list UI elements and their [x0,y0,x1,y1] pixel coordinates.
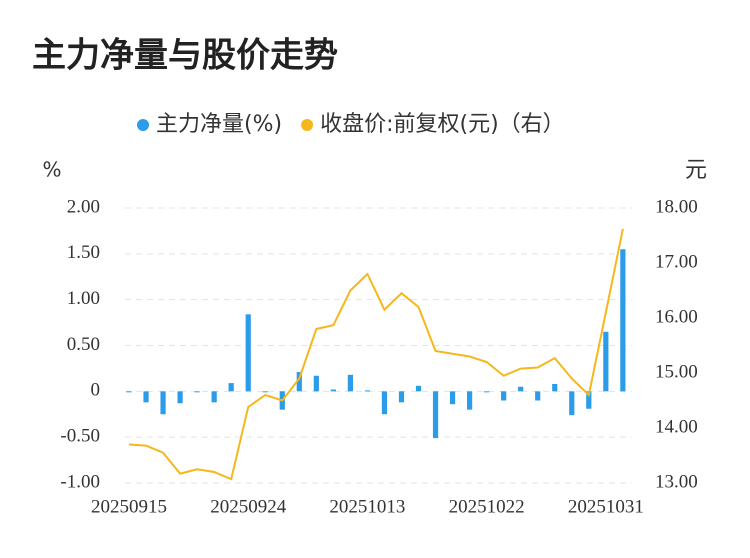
bar [177,391,183,404]
legend-marker [301,119,314,131]
bar [296,372,302,392]
bar [535,391,541,401]
y2-tick-label: 13.00 [655,471,698,492]
legend-label: 收盘价:前复权(元)（右） [320,112,565,137]
y-tick-label: -0.50 [60,426,100,447]
price-line [128,228,624,481]
y-tick-label: 0 [91,380,101,401]
bar [432,391,439,439]
bar [313,375,319,392]
bar [518,386,524,392]
y2-tick-label: 14.00 [655,416,698,437]
y2-tick-label: 15.00 [655,361,698,382]
bar [484,391,490,393]
x-tick-label: 20250915 [91,496,167,517]
bar [228,383,234,392]
y2-tick-label: 17.00 [655,251,698,272]
bar [586,391,592,409]
x-tick-label: 20251013 [329,496,405,517]
bar [381,391,388,415]
y-tick-label: -1.00 [60,471,100,492]
bar [467,391,473,410]
legend-label: 主力净量(%) [156,112,282,137]
x-tick-label: 20250924 [210,496,287,517]
y-axis-unit: % [42,158,61,182]
bar [194,391,200,393]
bar [620,249,626,392]
bar [603,331,609,392]
bar [126,391,132,393]
bar [160,391,166,415]
bar [569,391,575,416]
y2-axis-unit: 元 [685,158,707,183]
bar [415,385,422,392]
y-tick-label: 1.50 [67,242,100,263]
y-tick-label: 1.00 [67,288,100,309]
legend-marker [137,119,149,131]
bar [262,391,268,393]
bar [143,391,149,403]
y2-tick-label: 18.00 [655,196,698,217]
bar [449,391,456,405]
bar [245,314,251,392]
bar [347,374,353,392]
bar [211,391,217,403]
bar [501,391,507,401]
y2-tick-label: 16.00 [655,306,698,327]
bar [364,390,371,392]
bar [552,384,558,392]
bar [398,391,405,403]
y-tick-label: 0.50 [67,334,100,355]
y-tick-label: 2.00 [67,196,100,217]
x-tick-label: 20251022 [449,496,525,517]
x-tick-label: 20251031 [568,496,644,517]
bar [330,389,336,392]
chart-title: 主力净量与股价走势 [32,36,338,76]
